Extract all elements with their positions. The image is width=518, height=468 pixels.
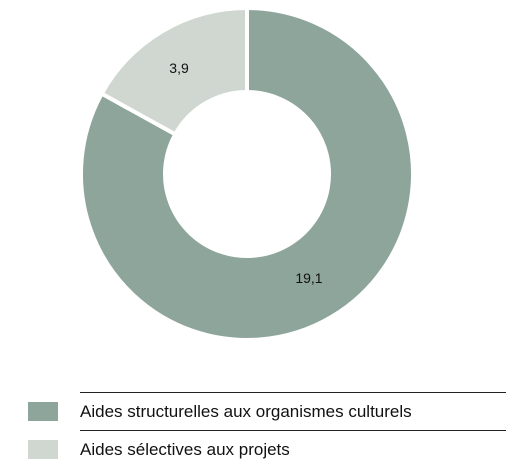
slice-structurelles (79, 5, 415, 342)
legend-divider (80, 430, 506, 431)
legend-divider (80, 392, 506, 393)
legend-item-structurelles: Aides structurelles aux organismes cultu… (28, 392, 506, 430)
donut-chart: 19,1 3,9 (79, 5, 415, 342)
legend-swatch-selectives (28, 440, 58, 459)
legend: Aides structurelles aux organismes cultu… (28, 392, 506, 468)
legend-label-selectives: Aides sélectives aux projets (80, 440, 290, 459)
legend-label-structurelles: Aides structurelles aux organismes cultu… (80, 402, 412, 421)
slice-selectives (99, 5, 249, 138)
data-label-selectives: 3,9 (169, 60, 189, 76)
data-label-structurelles: 19,1 (295, 270, 322, 286)
legend-item-selectives: Aides sélectives aux projets (28, 430, 506, 468)
legend-swatch-structurelles (28, 402, 58, 421)
